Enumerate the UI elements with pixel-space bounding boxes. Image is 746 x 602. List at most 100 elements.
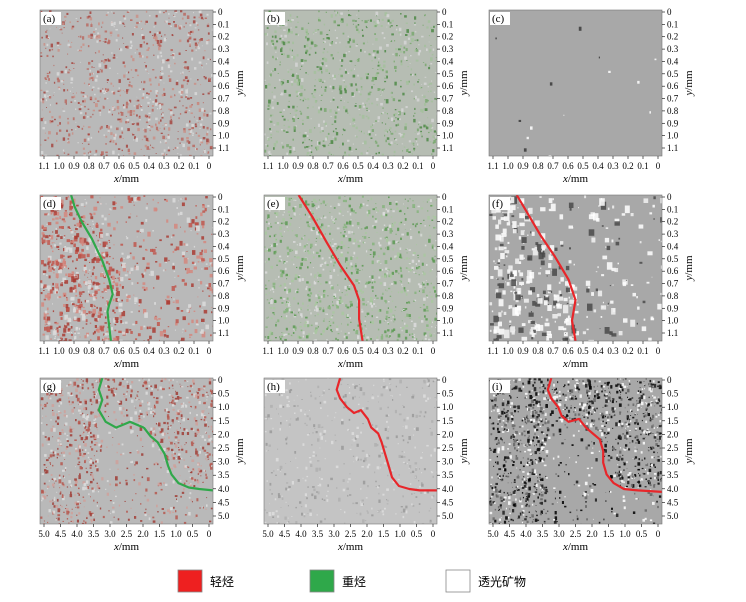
texture-speck [292, 18, 294, 20]
texture-speck [121, 252, 124, 255]
texture-speck [423, 108, 425, 110]
texture-speck [95, 489, 97, 491]
texture-speck [400, 290, 404, 294]
texture-speck [186, 80, 189, 83]
texture-speck [83, 266, 87, 271]
texture-speck [179, 100, 181, 102]
texture-speck [392, 53, 394, 55]
texture-speck [300, 59, 304, 63]
panel-tag-box [41, 12, 61, 25]
texture-speck [136, 394, 138, 396]
texture-speck [82, 486, 85, 491]
texture-speck [80, 106, 83, 108]
texture-speck [313, 90, 317, 93]
texture-speck [347, 287, 349, 290]
texture-speck [198, 286, 200, 289]
texture-speck [350, 83, 353, 87]
texture-speck [272, 285, 276, 289]
texture-speck [142, 35, 145, 40]
texture-speck [268, 99, 271, 104]
texture-speck [275, 239, 277, 241]
texture-speck [519, 272, 524, 277]
texture-speck [171, 448, 174, 452]
texture-speck [153, 54, 155, 56]
texture-speck [79, 434, 82, 437]
texture-speck [498, 259, 501, 263]
texture-speck [118, 112, 120, 115]
texture-speck [171, 399, 174, 402]
texture-speck [314, 85, 316, 87]
texture-speck [152, 101, 155, 103]
texture-speck [413, 271, 415, 273]
texture-speck [375, 294, 377, 297]
texture-speck [388, 224, 391, 228]
y-axis-ticks: 00.10.20.30.40.50.60.70.80.91.01.1 [213, 7, 230, 153]
texture-speck [265, 89, 267, 90]
texture-speck [202, 102, 204, 104]
texture-speck [69, 494, 73, 498]
texture-speck [553, 300, 558, 306]
texture-speck [362, 334, 365, 337]
texture-speck [344, 154, 347, 156]
texture-speck [184, 444, 186, 446]
texture-speck [135, 100, 137, 102]
texture-speck [623, 318, 628, 323]
texture-speck [51, 263, 54, 266]
texture-speck [279, 61, 281, 63]
texture-speck [295, 90, 299, 94]
texture-speck [301, 65, 303, 67]
texture-speck [316, 207, 318, 210]
texture-speck [318, 106, 321, 109]
texture-speck [159, 76, 163, 80]
texture-speck [394, 81, 397, 86]
texture-speck [299, 325, 302, 328]
texture-speck [397, 252, 400, 257]
texture-speck [301, 278, 304, 281]
texture-speck [264, 80, 266, 82]
texture-speck [272, 57, 274, 59]
texture-speck [59, 340, 63, 341]
texture-speck [435, 72, 437, 73]
texture-speck [40, 292, 43, 295]
texture-speck [105, 316, 107, 319]
texture-speck [273, 234, 276, 237]
texture-speck [597, 266, 599, 269]
texture-speck [144, 513, 147, 517]
texture-speck [205, 63, 208, 65]
texture-speck [304, 258, 307, 261]
texture-speck [405, 329, 408, 333]
texture-speck [319, 66, 323, 71]
texture-speck [287, 19, 290, 21]
texture-speck [122, 22, 125, 25]
texture-speck [164, 198, 167, 201]
texture-speck [76, 204, 79, 207]
texture-speck [151, 388, 153, 391]
texture-speck [144, 23, 146, 25]
texture-speck [323, 80, 326, 82]
texture-speck [203, 113, 206, 117]
texture-speck [70, 332, 73, 333]
texture-speck [435, 135, 437, 139]
texture-speck [563, 332, 568, 337]
texture-speck [81, 243, 84, 246]
texture-speck [378, 64, 381, 67]
texture-speck [279, 296, 283, 299]
texture-speck [387, 307, 389, 309]
texture-speck [175, 81, 179, 86]
texture-speck [84, 199, 86, 200]
texture-speck [149, 148, 151, 150]
texture-speck [324, 233, 326, 235]
texture-speck [426, 201, 428, 203]
texture-speck [387, 228, 390, 230]
texture-speck [327, 132, 330, 135]
texture-speck [43, 91, 46, 94]
texture-speck [200, 281, 203, 285]
texture-speck [416, 75, 418, 77]
texture-speck [602, 255, 608, 260]
texture-speck [89, 446, 92, 448]
texture-speck [201, 220, 205, 226]
texture-speck [365, 281, 369, 285]
texture-speck [410, 236, 413, 240]
texture-speck [350, 69, 353, 72]
texture-speck [342, 234, 345, 238]
